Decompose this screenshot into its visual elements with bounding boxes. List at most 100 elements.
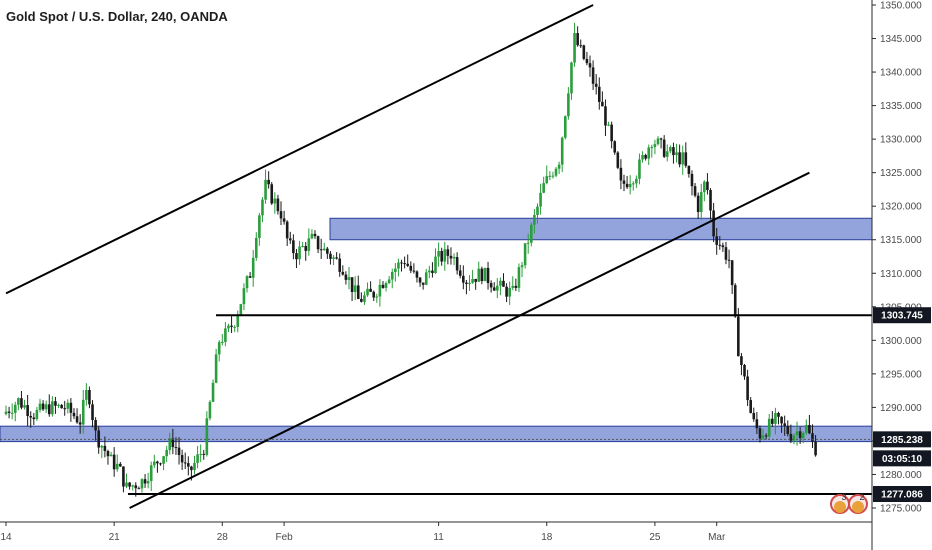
x-tick-label: 21 [109,532,121,543]
price-line-tag-bg [873,307,931,324]
candle-body [26,405,29,416]
candle-body [387,279,391,284]
candle-body [801,432,805,439]
candle-body [363,295,366,302]
candle-body [153,461,156,466]
candle-body [313,233,317,237]
candle-body [258,215,261,238]
candle-body [428,270,431,273]
candle-body [684,152,688,166]
trend-channel-line[interactable] [5,4,594,295]
countdown-bg [873,450,931,467]
candle-body [360,298,363,302]
candle-body [526,242,530,244]
candle-body [681,152,685,165]
candle-body [641,155,644,160]
candle-body [780,416,783,424]
candle-body [656,138,660,145]
candle-body [400,262,403,264]
y-tick-label: 1345.000 [880,34,922,45]
candle-body [554,168,558,176]
candle-body [221,341,224,343]
candle-body [29,415,33,418]
candle-body [551,175,555,177]
candle-body [47,404,51,415]
candle-body [341,271,345,275]
candle-body [737,316,740,357]
candle-body [811,433,814,442]
candle-body [588,63,592,68]
candle-body [474,278,477,282]
support-resistance-zones[interactable] [0,217,873,443]
candle-body [4,411,8,415]
candle-body [740,356,743,365]
candle-body [369,288,372,292]
y-tick-label: 1320.000 [880,202,922,213]
candle-body [483,267,487,282]
candle-body [310,233,314,239]
candle-body [285,221,289,239]
candle-body [443,249,447,262]
candle-body [468,282,471,285]
candle-body [477,268,481,282]
candle-body [619,167,623,181]
candle-body [187,463,190,467]
candle-body [356,285,360,299]
candle-body [471,278,474,283]
trend-channel-line[interactable] [129,171,810,509]
candle-body [786,425,790,434]
candle-body [567,93,570,117]
candle-body [57,404,60,406]
candle-body [653,144,657,148]
candle-body [301,246,304,248]
candle-body [560,137,564,165]
candle-body [51,401,54,415]
candle-body [378,284,382,297]
candle-body [316,236,320,250]
candle-body [66,402,70,409]
candle-body [644,155,647,159]
candle-body [502,280,505,287]
candle-body [545,176,549,184]
candle-body [214,354,218,383]
y-tick-label: 1340.000 [880,68,922,79]
price-line-tag: 1303.745 [881,311,923,322]
candle-body [103,445,107,452]
candle-body [282,218,286,222]
candle-body [415,271,419,278]
candle-body [183,462,187,464]
candle-body [174,447,178,449]
candle-body [455,257,459,271]
candle-body [267,179,270,185]
candle-body [156,461,159,464]
candle-body [332,257,335,259]
candle-body [245,276,249,289]
candle-body [224,328,227,342]
candle-body [193,462,196,471]
candle-body [570,62,573,94]
candle-body [795,431,799,436]
x-tick-label: 25 [649,532,661,543]
candle-body [32,417,36,420]
candle-body [335,257,338,259]
zone-box[interactable] [329,217,873,241]
candle-body [591,67,595,84]
candle-body [733,285,737,317]
candle-body [137,488,141,490]
candle-body [508,287,511,297]
candle-body [604,106,607,126]
drawing-lines[interactable] [5,4,872,509]
candle-body [202,453,206,455]
candle-body [134,485,138,489]
candle-body [72,412,76,417]
candle-body [60,404,63,409]
candle-body [557,164,561,169]
candle-body [758,428,762,439]
candle-body [523,243,527,266]
candle-body [406,263,409,266]
candle-body [248,276,252,278]
